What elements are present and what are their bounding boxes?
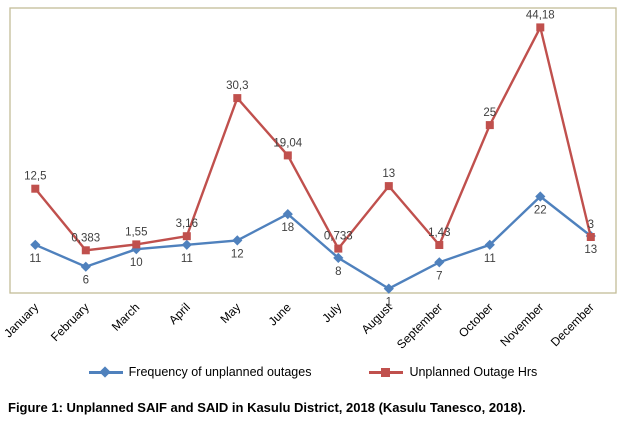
x-axis-tick-label: June [266,300,295,329]
data-label: 7 [436,270,442,282]
x-axis-tick-label: November [497,300,546,349]
x-axis-tick-label: February [48,300,92,344]
data-point-marker [334,244,343,253]
data-label: 11 [181,253,193,265]
plot-area-border [9,7,617,294]
x-axis-tick-label: April [166,300,193,327]
data-label: 18 [281,222,294,234]
x-axis-tick-label: July [319,300,344,325]
figure-caption: Figure 1: Unplanned SAIF and SAID in Kas… [8,400,526,415]
x-axis-tick-label: March [109,300,142,333]
data-label: 12 [231,248,244,260]
data-point-marker [30,239,41,250]
data-label: 19,04 [273,137,302,149]
data-point-marker [485,121,494,130]
data-label: 3 [588,219,594,231]
data-point-marker [384,182,393,191]
data-label: 3,16 [176,218,198,230]
data-label: 13 [584,244,597,256]
data-label: 1,55 [125,226,147,238]
data-point-marker [586,233,595,241]
data-point-marker [181,239,192,250]
x-axis-tick-label: October [456,300,496,340]
data-label: 44,18 [526,9,555,21]
frequency-series-marker-icon [88,365,123,379]
series-line-1 [34,23,592,252]
data-label: 6 [83,275,89,287]
data-label: 25 [483,107,496,119]
x-axis-tick-label: January [1,300,41,340]
line-chart: January February March April May June July Augu… [1,7,617,352]
chart-legend: Frequency of unplanned outages Unplanned… [0,360,626,384]
data-point-marker [132,240,141,249]
legend-item-outage-hrs-series: Unplanned Outage Hrs [369,365,537,379]
series-line-0 [34,194,592,290]
data-label: 0,383 [71,232,100,244]
x-axis-tick-label: December [548,300,597,349]
data-point-marker [233,94,242,103]
data-label: 1 [386,297,392,309]
data-label: 1,43 [428,227,450,239]
data-point-marker [182,232,191,241]
legend-label-frequency: Frequency of unplanned outages [128,365,312,379]
data-point-marker [81,246,90,255]
legend-label-outage-hrs: Unplanned Outage Hrs [409,365,538,379]
data-point-marker [31,184,40,193]
legend-item-frequency-series: Frequency of unplanned outages [88,365,312,379]
data-point-marker [232,235,243,246]
data-label: 13 [382,168,395,180]
data-point-marker [536,23,545,32]
data-label: 11 [29,253,41,265]
data-point-marker [435,241,444,249]
outage-hrs-series-marker-icon [369,365,404,379]
data-label: 8 [335,266,341,278]
data-point-marker [283,151,292,160]
data-label: 11 [484,253,496,265]
data-label: 30,3 [226,80,248,92]
x-axis-tick-label: September [394,300,445,351]
data-label: 12,5 [24,171,46,183]
data-label: 22 [534,205,547,217]
x-axis-tick-label: May [217,300,243,326]
data-label: 0,733 [324,231,353,243]
data-label: 10 [130,257,143,269]
